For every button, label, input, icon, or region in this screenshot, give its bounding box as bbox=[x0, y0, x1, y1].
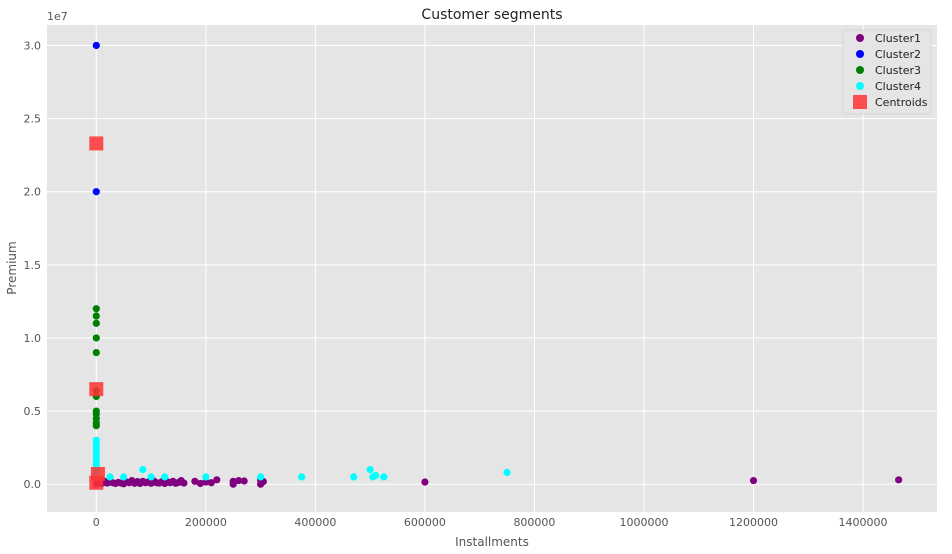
data-point bbox=[207, 479, 215, 487]
data-points bbox=[89, 41, 903, 490]
data-point bbox=[380, 473, 388, 481]
data-point bbox=[92, 348, 100, 357]
data-point bbox=[503, 468, 511, 477]
x-axis-label: Installments bbox=[455, 535, 529, 549]
y-tick-label: 2.0 bbox=[24, 186, 42, 199]
legend-circle-marker bbox=[856, 66, 864, 74]
data-point bbox=[235, 476, 243, 485]
centroid-marker bbox=[89, 382, 104, 397]
y-tick-label: 0.0 bbox=[24, 478, 42, 491]
data-point bbox=[92, 312, 100, 320]
x-tick-label: 200000 bbox=[185, 516, 227, 529]
y-tick-label: 0.5 bbox=[24, 405, 42, 418]
x-tick-label: 400000 bbox=[294, 516, 336, 529]
grid-lines bbox=[47, 25, 937, 512]
legend-label: Cluster4 bbox=[875, 80, 921, 93]
legend-item-cluster4: Cluster4 bbox=[856, 80, 921, 93]
data-point bbox=[92, 305, 100, 313]
legend-box bbox=[842, 29, 932, 115]
data-point bbox=[120, 473, 128, 481]
series-centroids bbox=[89, 136, 105, 490]
data-point bbox=[196, 479, 204, 488]
x-tick-label: 1400000 bbox=[839, 516, 888, 529]
legend-label: Cluster1 bbox=[875, 32, 921, 45]
legend-item-cluster3: Cluster3 bbox=[856, 64, 921, 77]
y-tick-label: 1.5 bbox=[24, 259, 42, 272]
data-point bbox=[257, 473, 265, 481]
series-cluster4 bbox=[92, 436, 511, 481]
data-point bbox=[92, 334, 100, 342]
data-point bbox=[350, 473, 358, 481]
data-point bbox=[92, 41, 100, 50]
legend-item-cluster2: Cluster2 bbox=[856, 48, 921, 61]
data-point bbox=[421, 478, 429, 486]
centroid-marker bbox=[89, 136, 104, 151]
legend-item-cluster1: Cluster1 bbox=[856, 32, 921, 45]
y-tick-label: 2.5 bbox=[24, 113, 42, 126]
data-point bbox=[92, 422, 100, 430]
data-point bbox=[180, 479, 188, 487]
plot-background bbox=[47, 25, 937, 512]
legend-label: Centroids bbox=[875, 96, 928, 109]
data-point bbox=[92, 319, 100, 327]
data-point bbox=[147, 473, 155, 481]
y-tick-labels: 0.0 0.5 1.0 1.5 2.0 2.5 3.0 bbox=[24, 39, 42, 491]
data-point bbox=[161, 473, 169, 481]
y-tick-label: 3.0 bbox=[24, 39, 42, 52]
legend-label: Cluster2 bbox=[875, 48, 921, 61]
x-tick-label: 1200000 bbox=[729, 516, 778, 529]
series-cluster2 bbox=[92, 41, 100, 196]
x-tick-labels: 0 200000 400000 600000 800000 1000000 1200000 1… bbox=[93, 516, 888, 529]
legend: Cluster1 Cluster2 Cluster3 Cluster4 Centroid… bbox=[842, 29, 932, 115]
data-point bbox=[298, 473, 306, 481]
data-point bbox=[202, 478, 210, 486]
x-tick-label: 0 bbox=[93, 516, 100, 529]
data-point bbox=[139, 465, 147, 474]
data-point bbox=[213, 476, 221, 484]
data-point bbox=[191, 477, 199, 485]
data-point bbox=[366, 465, 374, 474]
y-offset-label: 1e7 bbox=[47, 10, 68, 23]
legend-circle-marker bbox=[856, 50, 864, 58]
x-tick-label: 800000 bbox=[513, 516, 555, 529]
y-tick-label: 1.0 bbox=[24, 332, 42, 345]
data-point bbox=[202, 473, 210, 481]
legend-item-centroids: Centroids bbox=[853, 95, 928, 109]
data-point bbox=[895, 476, 903, 484]
x-tick-label: 600000 bbox=[404, 516, 446, 529]
data-point bbox=[106, 473, 114, 481]
data-point bbox=[240, 477, 248, 485]
y-axis-label: Premium bbox=[5, 241, 19, 294]
legend-items: Cluster1 Cluster2 Cluster3 Cluster4 Centroid… bbox=[853, 32, 928, 109]
legend-circle-marker bbox=[856, 82, 864, 90]
legend-square-marker bbox=[853, 95, 867, 109]
data-point bbox=[92, 188, 100, 196]
centroid-marker bbox=[89, 475, 104, 490]
legend-label: Cluster3 bbox=[875, 64, 921, 77]
legend-circle-marker bbox=[856, 34, 864, 42]
data-point bbox=[229, 480, 237, 488]
chart-title: Customer segments bbox=[421, 7, 562, 23]
data-point bbox=[372, 471, 380, 480]
x-tick-label: 1000000 bbox=[619, 516, 668, 529]
data-point bbox=[749, 476, 758, 485]
